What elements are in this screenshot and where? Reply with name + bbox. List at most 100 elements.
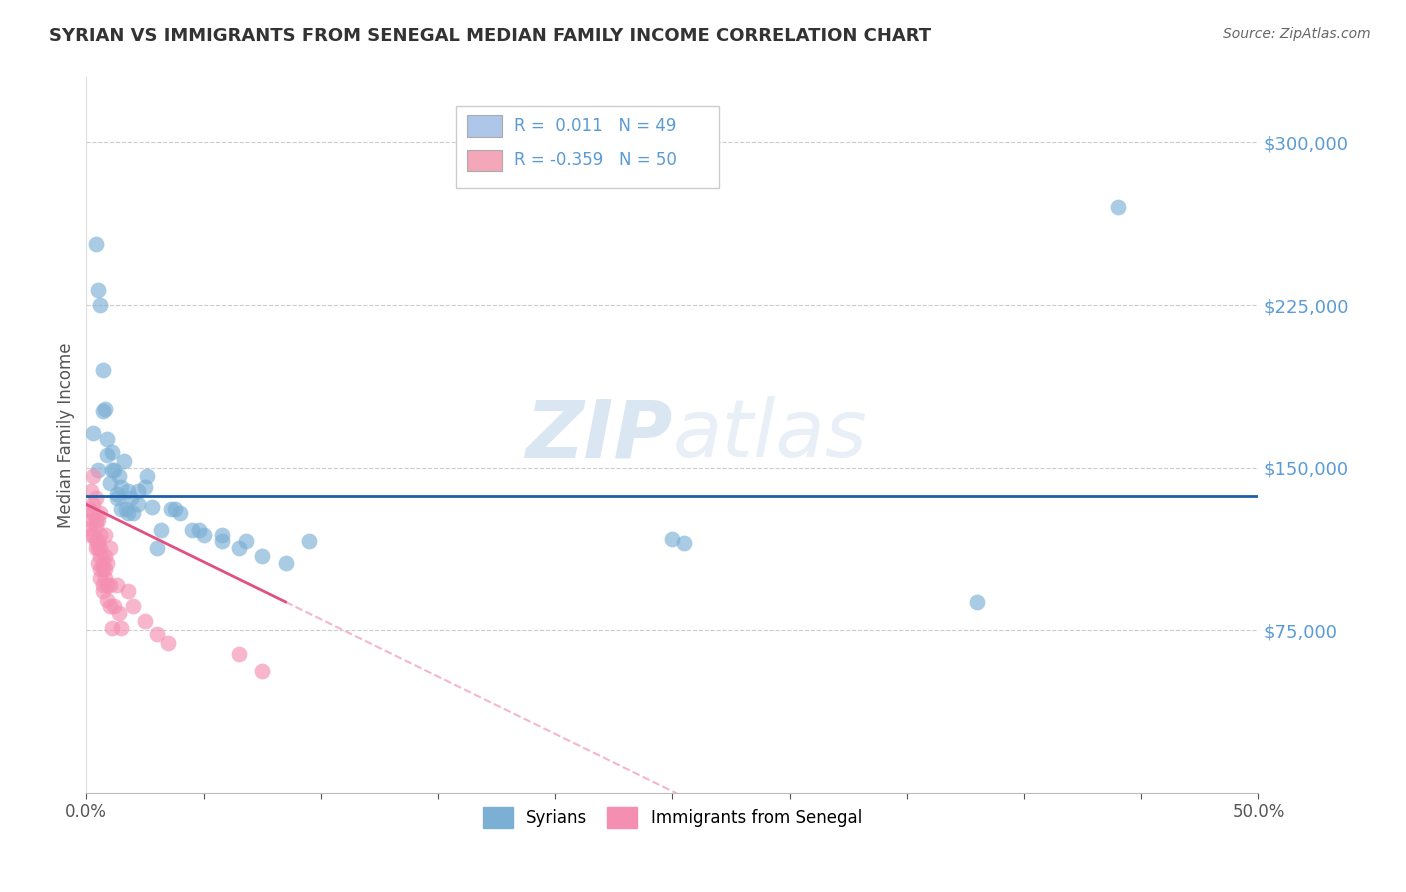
Point	[89, 541, 111, 555]
FancyBboxPatch shape	[467, 115, 502, 136]
Point	[87, 534, 110, 549]
Point	[228, 647, 250, 661]
Text: Source: ZipAtlas.com: Source: ZipAtlas.com	[1223, 27, 1371, 41]
Point	[105, 577, 128, 591]
Point	[673, 536, 696, 550]
Point	[117, 484, 139, 499]
Point	[91, 556, 114, 570]
Point	[94, 571, 117, 585]
Point	[89, 549, 111, 564]
Point	[661, 532, 683, 546]
Point	[89, 298, 111, 312]
Point	[96, 592, 118, 607]
Point	[96, 448, 118, 462]
Point	[84, 541, 107, 555]
Point	[134, 480, 156, 494]
Point	[87, 512, 110, 526]
Point	[84, 491, 107, 505]
Point	[82, 497, 104, 511]
Point	[117, 506, 139, 520]
Point	[91, 562, 114, 576]
Point	[193, 527, 215, 541]
Point	[80, 512, 103, 526]
Point	[105, 486, 128, 500]
Point	[96, 433, 118, 447]
Point	[134, 615, 156, 629]
Point	[117, 584, 139, 599]
Point	[122, 599, 145, 614]
Point	[94, 402, 117, 417]
Point	[112, 454, 135, 468]
Point	[98, 577, 121, 591]
Point	[91, 363, 114, 377]
Point	[84, 512, 107, 526]
Point	[87, 541, 110, 555]
Point	[101, 621, 124, 635]
Point	[150, 524, 173, 538]
Point	[108, 606, 131, 620]
Point	[122, 506, 145, 520]
Point	[91, 404, 114, 418]
Point	[103, 599, 125, 614]
Point	[101, 463, 124, 477]
Point	[103, 463, 125, 477]
Point	[110, 480, 132, 494]
Text: ZIP: ZIP	[524, 396, 672, 474]
Point	[87, 283, 110, 297]
Point	[159, 501, 181, 516]
Point	[82, 506, 104, 520]
Point	[101, 445, 124, 459]
Point	[91, 584, 114, 599]
Point	[211, 527, 233, 541]
Point	[110, 621, 132, 635]
Point	[211, 534, 233, 549]
Point	[228, 541, 250, 555]
Point	[84, 237, 107, 252]
Point	[141, 500, 163, 514]
Point	[110, 501, 132, 516]
Point	[80, 527, 103, 541]
Point	[966, 595, 988, 609]
Point	[250, 665, 273, 679]
Bar	[456, 106, 720, 188]
Point	[87, 463, 110, 477]
Text: R = -0.359   N = 50: R = -0.359 N = 50	[515, 152, 678, 169]
FancyBboxPatch shape	[467, 150, 502, 171]
Point	[94, 549, 117, 564]
Point	[235, 534, 257, 549]
Point	[94, 562, 117, 576]
Point	[108, 469, 131, 483]
Point	[127, 497, 149, 511]
Point	[145, 627, 167, 641]
Point	[89, 571, 111, 585]
Point	[145, 541, 167, 555]
Point	[96, 556, 118, 570]
Text: R =  0.011   N = 49: R = 0.011 N = 49	[515, 117, 676, 135]
Point	[98, 599, 121, 614]
Point	[91, 577, 114, 591]
Point	[84, 519, 107, 533]
Point	[187, 524, 209, 538]
Point	[136, 469, 159, 483]
Point	[127, 484, 149, 499]
Point	[89, 562, 111, 576]
Text: atlas: atlas	[672, 396, 868, 474]
Point	[169, 506, 191, 520]
Legend: Syrians, Immigrants from Senegal: Syrians, Immigrants from Senegal	[477, 801, 869, 834]
Point	[98, 541, 121, 555]
Point	[274, 556, 297, 570]
Point	[98, 475, 121, 490]
Point	[80, 484, 103, 499]
Point	[82, 527, 104, 541]
Point	[89, 527, 111, 541]
Point	[84, 534, 107, 549]
Point	[82, 425, 104, 440]
Point	[120, 491, 142, 505]
Text: SYRIAN VS IMMIGRANTS FROM SENEGAL MEDIAN FAMILY INCOME CORRELATION CHART: SYRIAN VS IMMIGRANTS FROM SENEGAL MEDIAN…	[49, 27, 931, 45]
Point	[94, 527, 117, 541]
Point	[77, 521, 100, 535]
Point	[165, 501, 187, 516]
Point	[87, 556, 110, 570]
Point	[77, 501, 100, 516]
Point	[1107, 201, 1129, 215]
